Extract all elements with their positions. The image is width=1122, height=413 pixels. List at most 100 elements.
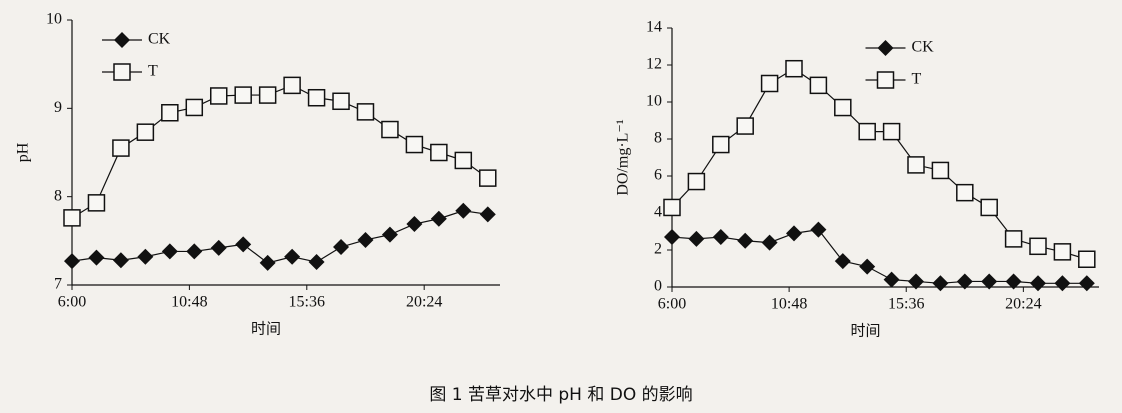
y-tick-label: 12 [646,56,662,73]
marker-diamond [381,226,398,243]
marker-diamond [664,229,680,246]
x-axis-label: 时间 [251,320,281,338]
marker-diamond [64,253,80,270]
legend-label: T [912,71,922,88]
x-tick-label: 20:24 [406,294,442,311]
x-tick-label: 6:00 [658,296,686,313]
marker-diamond [259,254,276,271]
marker-square [882,122,901,141]
marker-diamond [737,232,754,249]
legend-marker [113,63,131,81]
y-tick-label: 8 [654,130,662,147]
marker-square [1078,250,1096,268]
y-axis-label: DO/mg·L⁻¹ [615,119,632,196]
marker-square [980,198,998,217]
marker-square [258,86,277,104]
y-tick-label: 10 [46,11,62,28]
marker-square [405,135,424,154]
marker-square [1053,243,1072,261]
x-tick-label: 6:00 [58,294,86,311]
marker-square [430,143,448,162]
marker-square [1004,230,1023,248]
marker-diamond [981,273,998,290]
y-tick-label: 9 [54,99,62,116]
marker-diamond [1030,275,1046,292]
series-line [671,67,1087,260]
marker-diamond [284,248,301,265]
marker-diamond [308,254,325,271]
legend-label: T [148,63,158,80]
y-tick-label: 14 [646,19,662,36]
x-tick-label: 10:48 [171,294,207,311]
marker-diamond [908,273,924,290]
marker-diamond [883,271,900,288]
marker-square [687,172,706,191]
marker-diamond [210,239,227,256]
marker-square [663,198,681,217]
marker-square [234,86,252,104]
y-axis-label: pH [15,142,32,162]
marker-square [736,117,754,135]
marker-diamond [859,258,876,275]
series-line [71,84,489,219]
marker-diamond [406,216,423,233]
marker-square [63,209,81,227]
marker-square [332,92,350,111]
marker-square [209,87,228,105]
marker-diamond [712,229,729,246]
marker-square [112,139,130,157]
x-tick-label: 15:36 [888,296,924,313]
marker-square [87,194,106,212]
x-tick-label: 20:24 [1005,296,1041,313]
marker-diamond [455,202,472,219]
marker-square [161,104,179,122]
marker-square [454,151,473,170]
marker-diamond [786,225,802,242]
marker-square [785,59,803,78]
marker-square [356,103,375,121]
x-tick-label: 15:36 [289,294,325,311]
marker-square [185,98,204,117]
marker-square [712,135,730,154]
marker-diamond [88,249,105,266]
legend-label: CK [912,39,935,56]
marker-square [1029,237,1047,256]
marker-diamond [186,243,203,260]
marker-square [479,169,497,187]
figure-caption: 图 1 苦草对水中 pH 和 DO 的影响 [429,385,692,405]
marker-square [283,76,301,95]
marker-diamond [956,273,973,290]
y-tick-label: 4 [654,204,662,221]
marker-diamond [761,234,778,251]
marker-diamond [1005,273,1022,290]
marker-diamond [810,221,827,238]
marker-diamond [137,248,154,265]
marker-diamond [430,210,447,227]
marker-square [760,74,779,93]
marker-diamond [1054,275,1071,292]
marker-square [834,98,852,117]
legend-marker [877,40,894,56]
y-tick-label: 2 [654,241,662,258]
marker-diamond [688,230,705,247]
legend-marker [876,71,895,89]
x-tick-label: 10:48 [771,296,807,313]
marker-square [809,76,828,95]
marker-diamond [112,252,129,269]
marker-diamond [479,206,496,223]
marker-diamond [333,239,350,256]
legend-label: CK [148,31,171,48]
legend-marker [114,32,130,48]
y-tick-label: 10 [646,93,662,110]
series-line [671,229,1087,284]
marker-square [956,183,974,202]
y-tick-label: 0 [654,278,662,295]
y-tick-label: 8 [54,187,62,204]
y-tick-label: 6 [654,167,662,184]
series-line [71,210,488,264]
marker-square [931,161,950,180]
marker-square [307,88,326,107]
x-axis-label: 时间 [850,322,880,340]
marker-diamond [357,231,374,248]
